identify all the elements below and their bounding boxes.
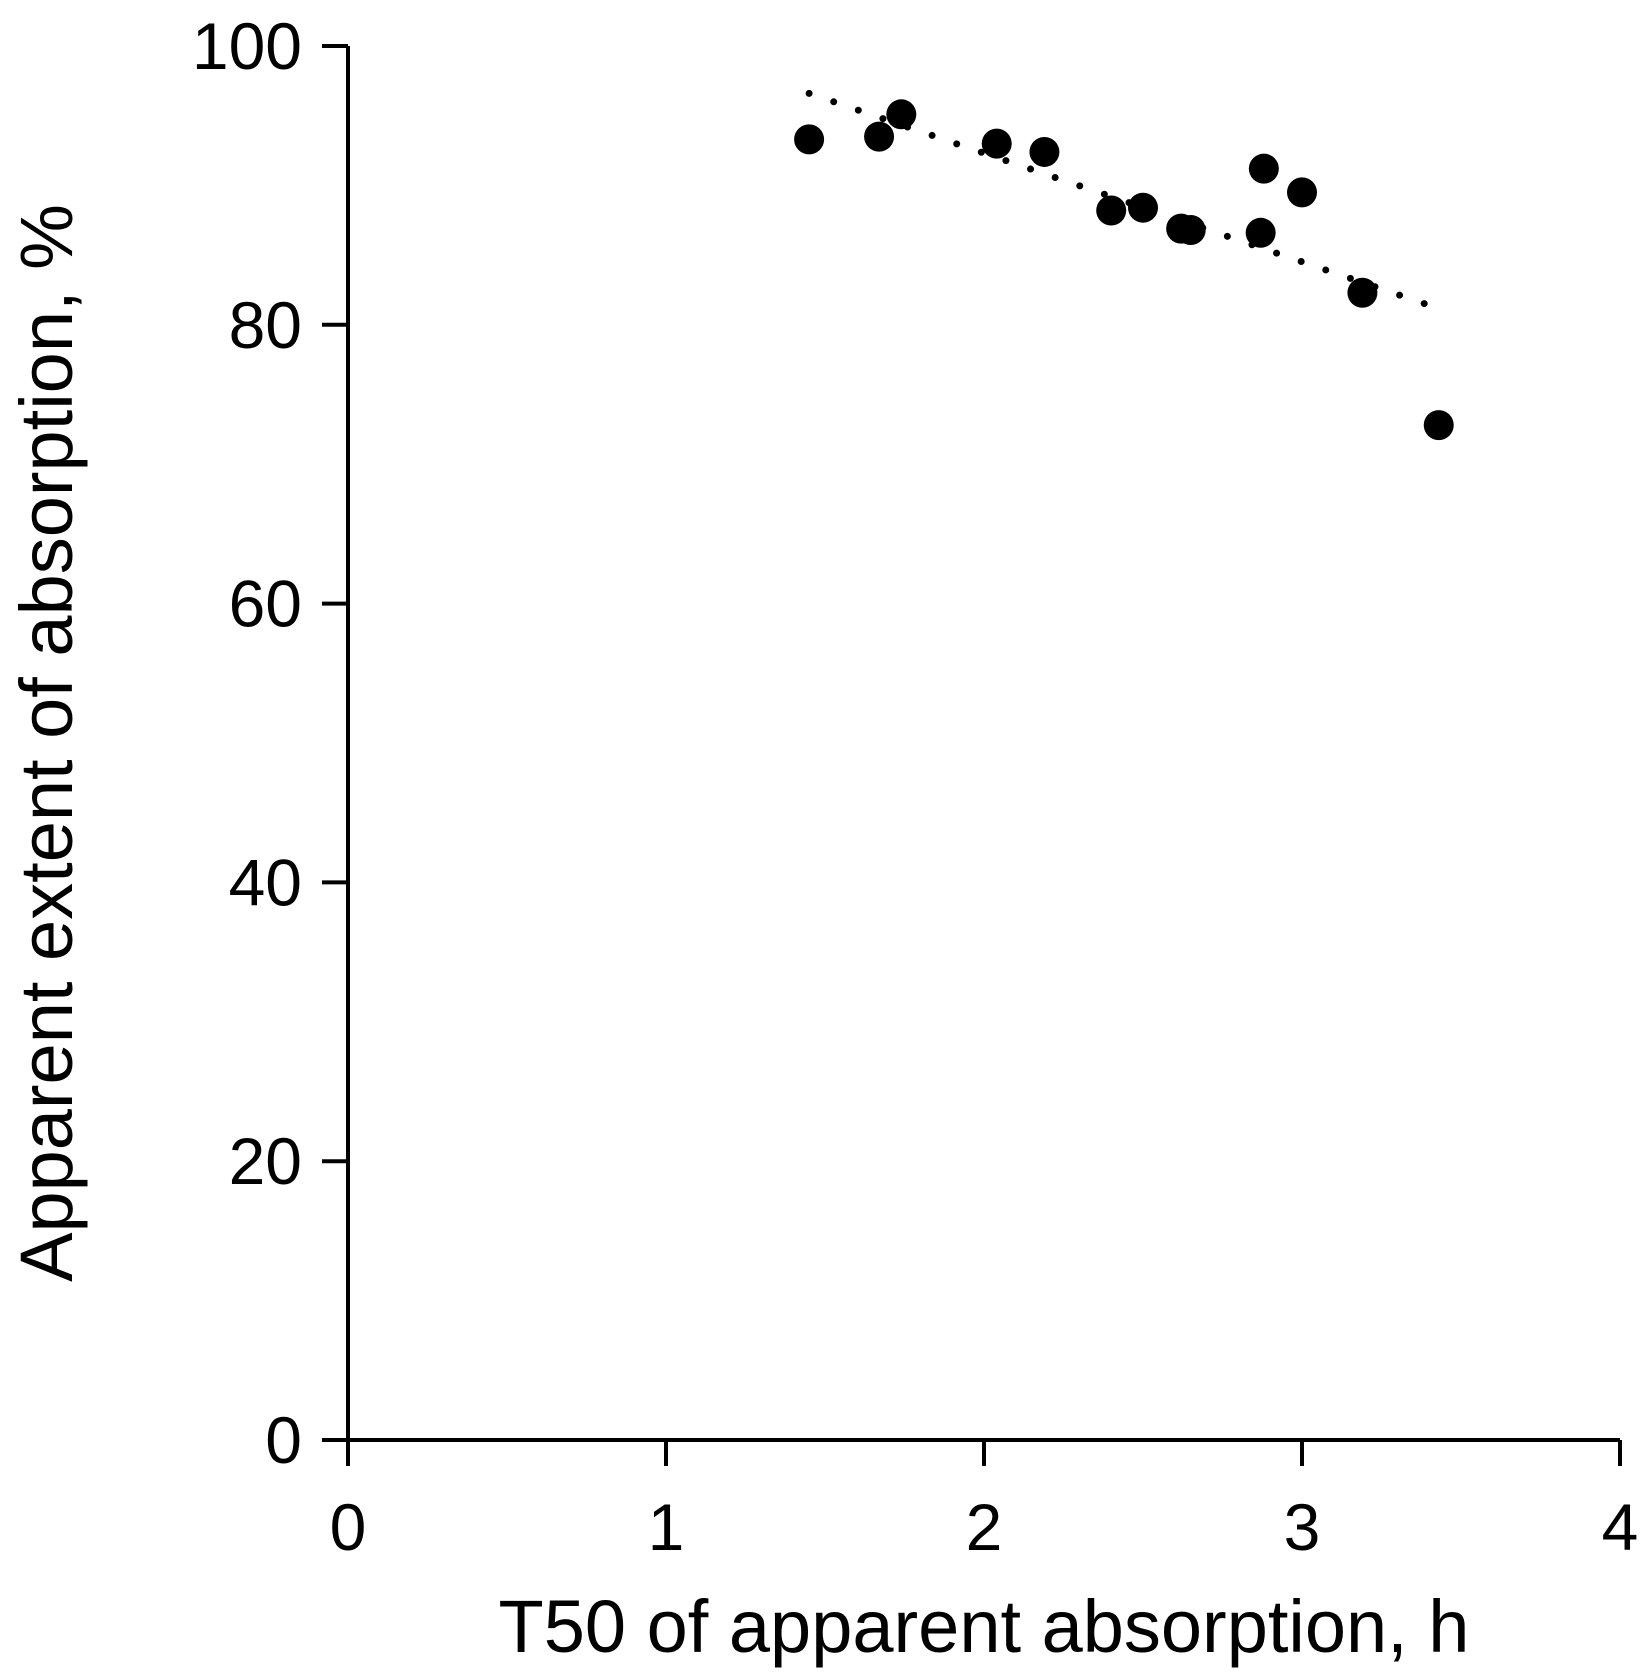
data-point: [1423, 410, 1454, 441]
x-tick-label: 0: [330, 1490, 367, 1564]
y-tick-label: 100: [192, 9, 302, 83]
data-point: [1287, 177, 1317, 208]
data-point: [1245, 217, 1276, 248]
y-tick-label: 80: [229, 288, 302, 362]
data-point: [1096, 195, 1127, 226]
x-tick-label: 3: [1284, 1490, 1321, 1564]
data-point: [794, 124, 825, 155]
x-tick-label: 1: [648, 1490, 685, 1564]
data-point: [981, 128, 1012, 159]
data-point: [1128, 192, 1158, 223]
x-axis-ticks: 0 1 2 3 4: [330, 1440, 1639, 1564]
data-point: [1175, 215, 1206, 246]
y-tick-label: 0: [265, 1403, 302, 1477]
data-points: [794, 99, 1454, 441]
trendline-layer: [805, 89, 1433, 309]
x-tick-label: 2: [966, 1490, 1003, 1564]
y-tick-label: 40: [229, 845, 302, 919]
trendline: [805, 89, 1433, 309]
x-tick-label: 4: [1602, 1490, 1639, 1564]
y-tick-label: 60: [229, 567, 302, 641]
y-tick-label: 20: [229, 1124, 302, 1198]
y-axis-ticks: 0 20 40 60 80 100: [192, 9, 348, 1477]
axes: [346, 46, 1620, 1442]
data-point: [864, 121, 895, 152]
x-axis-title: T50 of apparent absorption, h: [499, 1585, 1470, 1668]
data-point: [1248, 153, 1279, 184]
data-point: [886, 99, 917, 130]
data-point: [1029, 136, 1060, 167]
y-axis-title: Apparent extent of absorption, %: [5, 204, 88, 1282]
data-point: [1347, 277, 1378, 308]
